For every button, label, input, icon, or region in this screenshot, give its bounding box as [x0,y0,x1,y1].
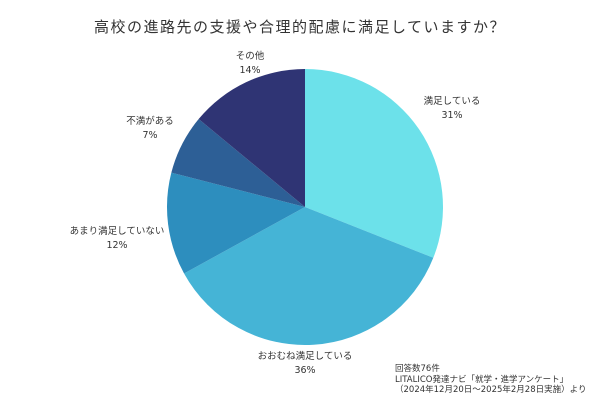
survey-period: （2024年12月20日～2025年2月28日実施）より [395,385,587,395]
slice-mostly-satisfied [184,207,434,345]
response-count: 回答数76件 [395,364,440,374]
label-not-very-satisfied: あまり満足していない 12% [69,226,165,251]
chart-title: 高校の進路先の支援や合理的配慮に満足していますか？ [93,18,507,36]
slice-dissatisfied [171,119,305,207]
slice-satisfied [305,69,444,258]
label-dissatisfied: 不満がある 7% [126,116,174,141]
slice-other [198,69,305,207]
slice-not-very-satisfied [167,172,305,274]
source-name: LITALICO発達ナビ「就学・進学アンケート」 [395,374,569,385]
label-mostly-satisfied: おおむね満足している 36% [257,351,353,376]
label-other: その他 14% [235,51,265,76]
pie-slices [167,69,444,345]
source-footnote: 回答数76件 LITALICO発達ナビ「就学・進学アンケート」 （2024年12… [395,364,586,396]
label-satisfied: 満足している 31% [423,96,481,121]
